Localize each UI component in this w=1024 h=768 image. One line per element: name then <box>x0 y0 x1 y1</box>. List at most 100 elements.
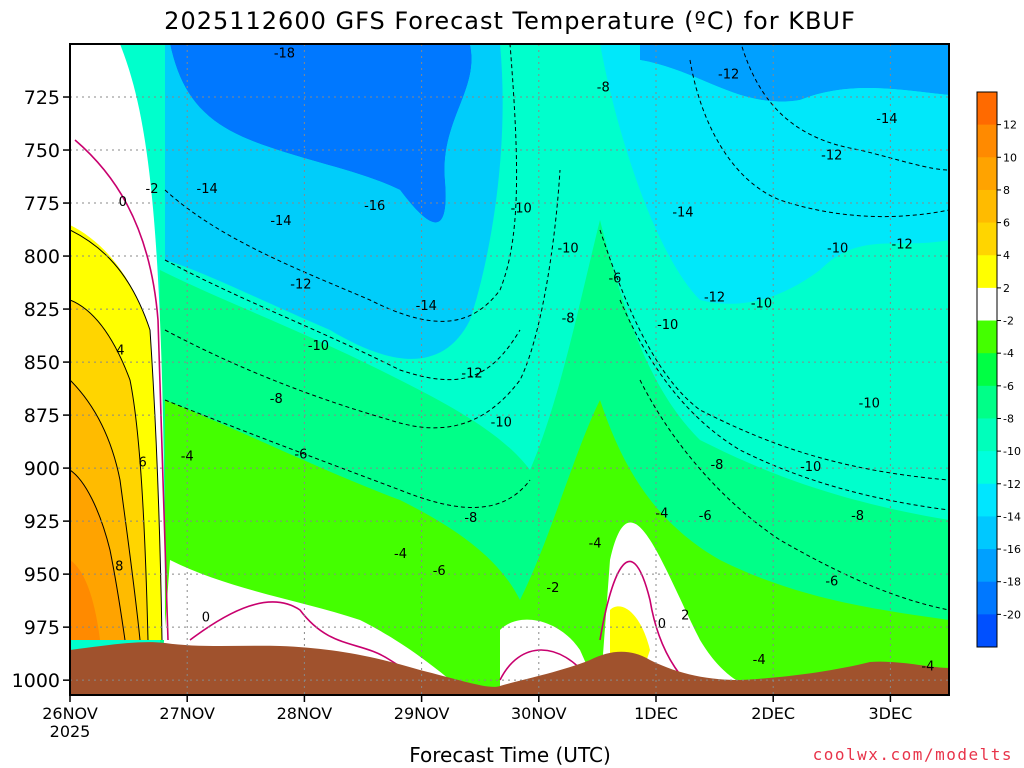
contour-label: -16 <box>364 199 385 214</box>
colorbar-label: -2 <box>1003 315 1014 328</box>
contour-label: -8 <box>597 80 610 95</box>
colorbar-swatch <box>977 320 997 354</box>
contour-label: -14 <box>416 299 437 314</box>
contour-labels: -18 -8 -12 -14 -12 -2 0 -14 -10 -16 -14 -14 -12 -10 -1… <box>115 46 934 674</box>
plot-frame <box>69 43 950 696</box>
contour-label: -12 <box>461 367 482 382</box>
colorbar-swatch <box>977 451 997 485</box>
y-tick-label: 800 <box>24 246 60 268</box>
contour-label: -4 <box>921 659 934 674</box>
contour-label: -4 <box>753 653 766 668</box>
x-tick-label: 27NOV <box>159 704 215 723</box>
colorbar-swatch <box>977 418 997 452</box>
contour-label: -10 <box>557 242 578 257</box>
colorbar-swatch <box>977 287 997 322</box>
credit-link[interactable]: coolwx.com/modelts <box>813 745 1013 764</box>
colorbar-swatch <box>977 549 997 583</box>
colorbar-swatch <box>977 385 997 419</box>
x-tick-label: 3DEC <box>869 704 913 723</box>
colorbar-label: 12 <box>1003 119 1017 132</box>
contour-label: -10 <box>511 201 532 216</box>
contour-label: -6 <box>433 564 446 579</box>
colorbar-label: 10 <box>1003 151 1017 164</box>
contour-label: -12 <box>718 68 739 83</box>
contour-label: -2 <box>546 581 559 596</box>
contour-label: -4 <box>589 536 602 551</box>
contour-label: -14 <box>876 112 897 127</box>
contour-label: -6 <box>608 271 621 286</box>
contour-label: -10 <box>751 297 772 312</box>
x-tick-label: 29NOV <box>394 704 450 723</box>
y-axis: 725 750 775 800 825 850 875 900 925 950 975 1000 <box>12 87 70 692</box>
y-tick-label: 950 <box>24 564 60 586</box>
colorbar-swatch <box>977 581 997 615</box>
x-tick-label: 1DEC <box>634 704 678 723</box>
contour-label: -14 <box>197 182 218 197</box>
y-tick-label: 850 <box>24 352 60 374</box>
y-tick-label: 975 <box>24 617 60 639</box>
contour-label: -10 <box>491 415 512 430</box>
contour-label: -8 <box>710 458 723 473</box>
y-tick-label: 825 <box>24 299 60 321</box>
contour-label: -10 <box>308 339 329 354</box>
contour-label: -4 <box>181 449 194 464</box>
contour-label: -8 <box>562 312 575 327</box>
colorbar-label: -16 <box>1003 543 1021 556</box>
x-tick-label: 26NOV <box>42 704 98 723</box>
colorbar-swatch <box>977 255 997 289</box>
temperature-field <box>70 44 949 695</box>
colorbar-swatch <box>977 124 997 158</box>
x-tick-label: 28NOV <box>277 704 333 723</box>
contour-label: -6 <box>294 447 307 462</box>
colorbar-swatch <box>977 189 997 224</box>
colorbar: 12 10 8 6 4 2 -2 -4 -6 -8 -10 -12 -14 -16 -18 -20 <box>976 91 1021 648</box>
contour-label: -10 <box>827 242 848 257</box>
chart-title: 2025112600 GFS Forecast Temperature (ºC)… <box>164 7 856 35</box>
contour-label: -12 <box>892 237 913 252</box>
contour-label: -10 <box>800 460 821 475</box>
contour-label: -10 <box>859 396 880 411</box>
contour-label: 0 <box>119 195 127 210</box>
x-tick-label: 30NOV <box>511 704 567 723</box>
x-tick-sublabel: 2025 <box>50 722 91 741</box>
contour-label: -14 <box>672 206 693 221</box>
contour-label: -8 <box>270 392 283 407</box>
colorbar-label: -14 <box>1003 510 1021 523</box>
colorbar-swatch <box>977 353 997 387</box>
colorbar-label: -6 <box>1003 380 1014 393</box>
contour-label: 2 <box>681 608 689 623</box>
contour-label: -12 <box>821 148 842 163</box>
colorbar-swatch <box>977 614 997 648</box>
x-axis-label: Forecast Time (UTC) <box>409 743 611 767</box>
colorbar-label: 2 <box>1003 282 1010 295</box>
colorbar-swatch <box>977 157 997 191</box>
y-tick-label: 900 <box>24 458 60 480</box>
contour-label: -18 <box>274 46 295 61</box>
contour-label: -12 <box>290 278 311 293</box>
y-tick-label: 725 <box>24 87 60 109</box>
y-tick-label: 1000 <box>12 670 60 692</box>
y-tick-label: 750 <box>24 140 60 162</box>
colorbar-swatch <box>977 222 997 256</box>
contour-label: -4 <box>655 507 668 522</box>
colorbar-label: -18 <box>1003 576 1021 589</box>
y-tick-label: 925 <box>24 511 60 533</box>
colorbar-label: -10 <box>1003 445 1021 458</box>
contour-label: -6 <box>699 509 712 524</box>
colorbar-label: -12 <box>1003 478 1021 491</box>
contour-label: -6 <box>825 574 838 589</box>
colorbar-label: 4 <box>1003 249 1010 262</box>
contour-label: -4 <box>394 547 407 562</box>
contour-label: 4 <box>116 343 124 358</box>
colorbar-swatch <box>977 483 997 517</box>
colorbar-label: -8 <box>1003 412 1014 425</box>
colorbar-swatch <box>977 92 997 126</box>
contour-label: -10 <box>657 318 678 333</box>
contour-label: -8 <box>464 511 477 526</box>
colorbar-swatch <box>977 516 997 550</box>
colorbar-label: -4 <box>1003 347 1014 360</box>
colorbar-label: 6 <box>1003 217 1010 230</box>
colorbar-frame <box>976 91 998 648</box>
